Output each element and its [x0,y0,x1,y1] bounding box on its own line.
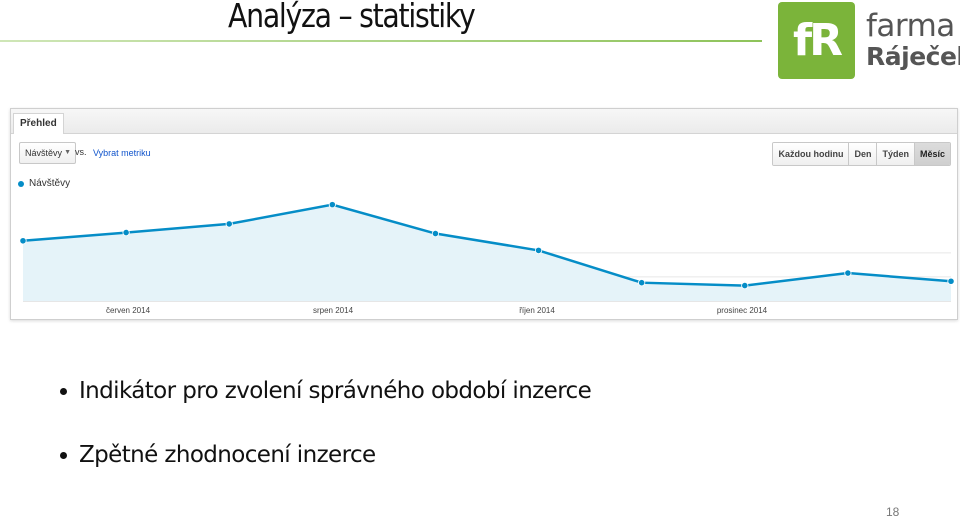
series-line [22,203,952,287]
tab-overview[interactable]: Přehled [13,113,64,134]
bullet-list: Indikátor pro zvolení správného období i… [60,372,592,500]
bullet-text: Indikátor pro zvolení správného období i… [79,378,592,404]
slide-title: Analýza – statistiky [228,0,476,35]
analytics-panel: Přehled Návštěvy ▼ vs. Vybrat metriku Ka… [10,108,958,320]
x-tick-label: červen 2014 [106,306,151,315]
data-point [19,237,27,245]
vs-label: vs. [75,147,87,157]
choose-metric-link[interactable]: Vybrat metriku [93,148,151,158]
logo-word-farma: farma [866,8,955,44]
granularity-month-button[interactable]: Měsíc [914,143,950,165]
farma-rajecek-logo: fR [778,2,855,79]
legend-dot-icon [18,181,24,187]
title-rule [0,40,762,42]
x-tick-label: srpen 2014 [313,306,354,315]
data-point [638,279,646,287]
metric-dropdown-value: Návštěvy [25,148,63,158]
logo-word-rajecek: Ráječek [866,42,960,71]
data-point [947,277,955,285]
data-point [741,281,749,290]
series-area [23,204,951,301]
chevron-down-icon: ▼ [64,149,71,156]
data-point [122,228,130,237]
data-point [431,229,440,238]
bullet-item: Zpětné zhodnocení inzerce [60,436,591,474]
page-number: 18 [886,505,900,519]
metric-dropdown[interactable]: Návštěvy ▼ [19,142,76,164]
x-tick-label: říjen 2014 [519,306,555,315]
granularity-hourly-button[interactable]: Každou hodinu [773,143,850,165]
bullet-item: Indikátor pro zvolení správného období i… [60,372,592,410]
legend-label: Návštěvy [29,178,71,189]
bullet-dot-icon [60,388,67,395]
granularity-switch: Každou hodinu Den Týden Měsíc [772,142,951,166]
panel-tabbar: Přehled [11,109,957,134]
granularity-week-button[interactable]: Týden [877,143,915,165]
data-point [534,246,543,255]
granularity-day-button[interactable]: Den [849,143,878,165]
data-point [328,201,336,209]
data-point [225,220,233,228]
bullet-text: Zpětné zhodnocení inzerce [79,442,376,468]
bullet-dot-icon [60,452,67,459]
data-point [844,269,852,277]
x-tick-label: prosinec 2014 [717,306,768,315]
